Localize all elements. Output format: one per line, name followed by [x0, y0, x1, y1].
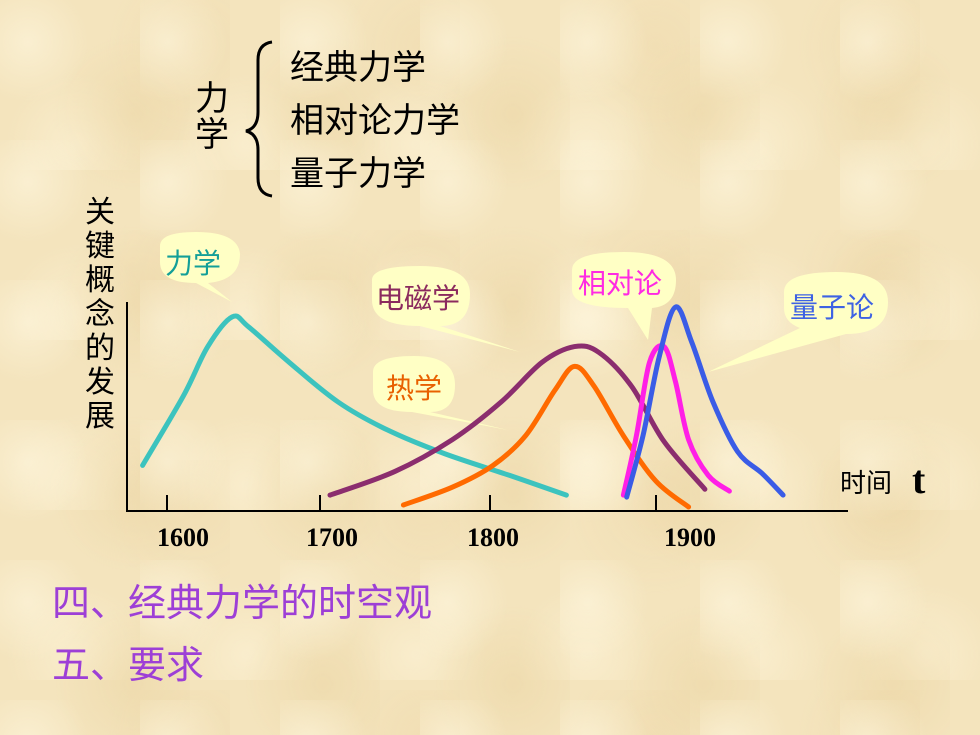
hierarchy: 力学 经典力学 相对论力学 量子力学 — [195, 40, 460, 198]
series-line-thermo — [400, 363, 692, 510]
hierarchy-brace-icon — [245, 40, 273, 198]
hierarchy-branch-2: 相对论力学 — [290, 101, 460, 141]
series-group — [140, 304, 786, 510]
x-axis-symbol: t — [912, 457, 926, 502]
series-line-mechanics — [140, 313, 569, 498]
callout-label-relativity: 相对论 — [578, 267, 662, 300]
callout-bubble-quantum — [708, 272, 888, 372]
x-tick-label-1700: 1700 — [306, 523, 358, 552]
series-line-relativity — [620, 343, 732, 498]
x-tick-label-1800: 1800 — [467, 523, 519, 552]
hierarchy-branch-1: 经典力学 — [290, 48, 426, 88]
callout-bubble-relativity — [572, 252, 676, 340]
topic-2: 五、要求 — [52, 643, 205, 687]
x-tick-label-1900: 1900 — [664, 523, 716, 552]
series-line-quantum — [624, 304, 786, 500]
hierarchy-branch-3: 量子力学 — [290, 154, 426, 194]
callout-label-em: 电磁学 — [376, 282, 460, 315]
callout-bubble-mechanics — [160, 232, 240, 302]
y-axis-label: 关键概念的发展 — [85, 195, 115, 434]
x-ticks: 1600 1700 1800 1900 — [157, 495, 716, 552]
callouts: 力学 电磁学 热学 相对论 量子论 — [160, 232, 888, 430]
callout-bubble-thermo — [373, 356, 508, 430]
topic-1: 四、经典力学的时空观 — [52, 581, 433, 625]
callout-label-mechanics: 力学 — [165, 247, 221, 280]
callout-label-quantum: 量子论 — [790, 291, 874, 324]
x-axis-label: 时间 — [840, 469, 892, 499]
callout-bubble-em — [372, 266, 520, 352]
x-tick-label-1600: 1600 — [157, 523, 209, 552]
callout-label-thermo: 热学 — [386, 372, 442, 405]
hierarchy-root: 力学 — [195, 79, 229, 155]
